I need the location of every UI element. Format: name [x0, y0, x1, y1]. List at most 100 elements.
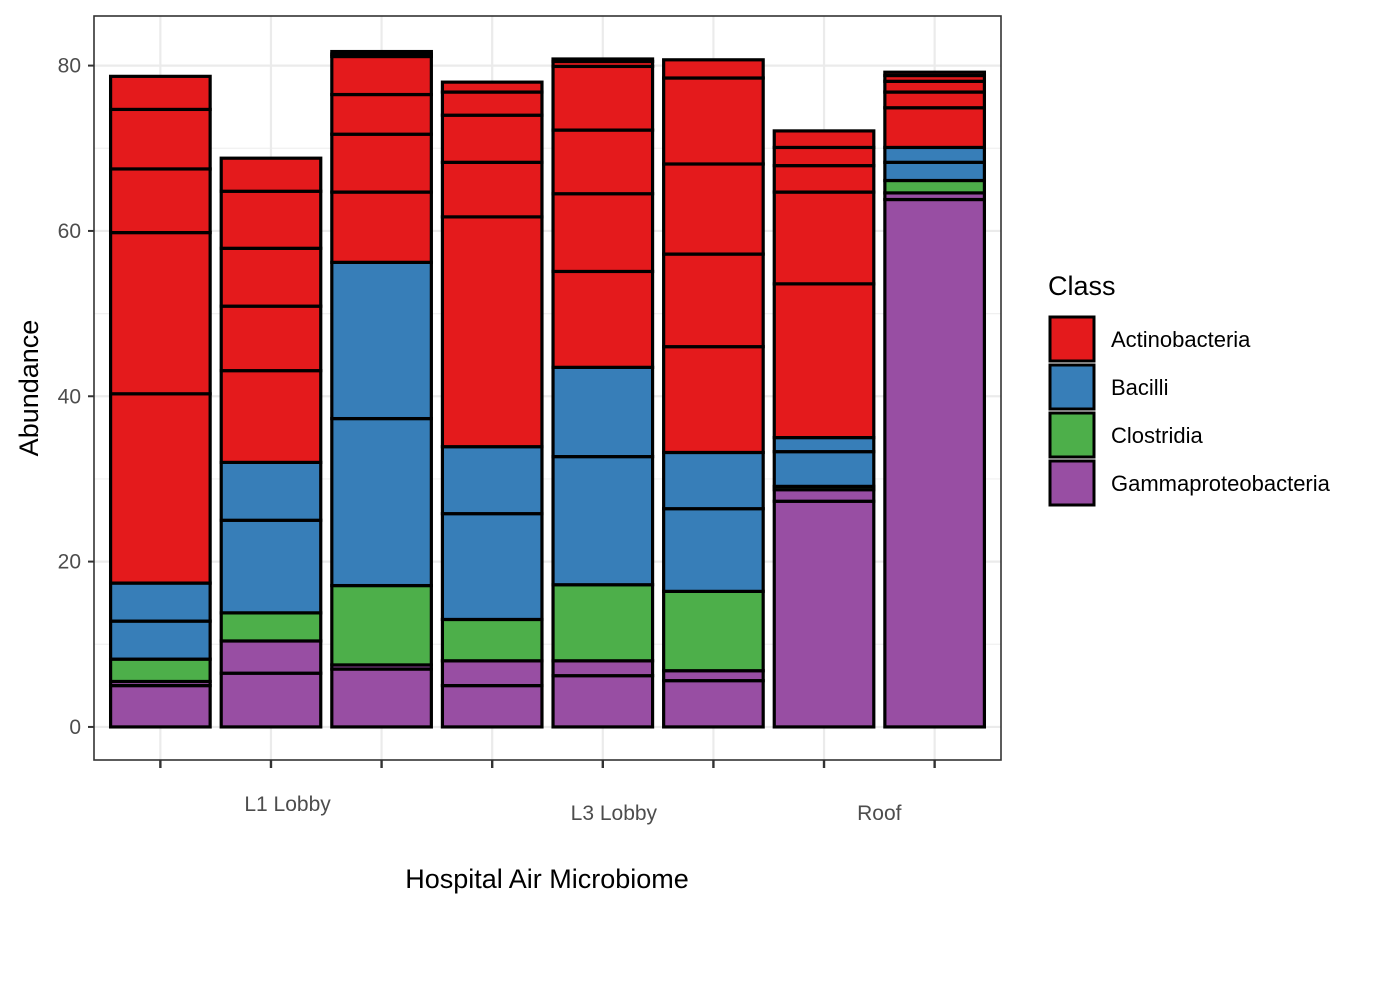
bar-segment [108, 619, 212, 661]
bar-segment [883, 90, 987, 110]
bar-segment [662, 345, 765, 455]
x-tick-label: L1 Lobby [244, 793, 331, 816]
bar-segment [662, 162, 765, 256]
bar-segment [551, 269, 655, 369]
bar-segment [551, 128, 655, 196]
bar-segment [108, 683, 212, 729]
bar-segment [551, 365, 655, 459]
bar-segment [440, 617, 544, 663]
legend: Class Actinobacteria Bacilli Clostridia Gam… [1048, 271, 1331, 507]
bar-segment [883, 178, 987, 195]
bar-segment [330, 92, 433, 136]
legend-label: Gammaproteobacteria [1111, 471, 1331, 496]
bar-segment [551, 57, 655, 64]
axis-layer: 0 20 40 60 80 L1 Lobby L3 Lobby Roof [58, 55, 936, 825]
legend-label: Clostridia [1111, 423, 1203, 448]
bar-segment [330, 49, 433, 56]
bar-segment [219, 304, 323, 373]
bar-segment [108, 392, 212, 585]
bar-segment [330, 583, 433, 667]
x-axis-title: Hospital Air Microbiome [405, 864, 689, 894]
bar-segment [440, 160, 544, 219]
bar-segment [662, 589, 765, 673]
bar-segment [772, 499, 876, 729]
bar-segment [883, 106, 987, 150]
bar-segment [772, 488, 876, 503]
bar-segment [883, 79, 987, 94]
bar-segment [772, 436, 876, 454]
legend-swatch [1048, 411, 1096, 459]
bar-segment [219, 460, 323, 522]
bar-segment [219, 671, 323, 729]
bar-segment [662, 507, 765, 593]
bar-segment [772, 129, 876, 150]
bar-segment [662, 679, 765, 729]
bar-segment [440, 445, 544, 516]
y-tick-label: 0 [69, 716, 81, 739]
bar-segment [108, 230, 212, 396]
y-tick-label: 80 [58, 55, 81, 78]
bar-segment [772, 190, 876, 286]
bar-segment [219, 639, 323, 675]
x-tick-label: L3 Lobby [571, 802, 658, 825]
bar-segment [772, 450, 876, 488]
legend-swatch [1048, 363, 1096, 411]
bar-segment [219, 518, 323, 615]
bar-segment [440, 113, 544, 164]
bar-segment [108, 167, 212, 235]
bar-segment [551, 455, 655, 587]
bar-segment [551, 192, 655, 274]
bar-segment [551, 674, 655, 729]
y-axis-title: Abundance [14, 320, 44, 457]
bar-segment [330, 132, 433, 194]
bar-segment [772, 145, 876, 168]
bar-segment [440, 683, 544, 729]
bar-segment [330, 54, 433, 97]
legend-entries: Actinobacteria Bacilli Clostridia Gammaprot… [1048, 315, 1331, 507]
legend-label: Bacilli [1111, 375, 1168, 400]
bar-segment [108, 74, 212, 112]
bar-segment [108, 107, 212, 171]
bar-segment [440, 659, 544, 688]
bar-segment [330, 416, 433, 588]
bar-segment [330, 260, 433, 421]
bar-segment [219, 369, 323, 465]
bar-segment [219, 611, 323, 643]
legend-swatch [1048, 315, 1096, 363]
bar-segment [883, 197, 987, 729]
bar-layer [108, 49, 987, 729]
bar-segment [883, 160, 987, 183]
bar-segment [551, 583, 655, 663]
bar-segment [772, 164, 876, 194]
bar-segment [219, 189, 323, 250]
bar-segment [883, 145, 987, 164]
bar-segment [662, 252, 765, 349]
bar-segment [662, 450, 765, 511]
panel-border [93, 15, 1002, 761]
legend-swatch [1048, 459, 1096, 507]
y-tick-label: 20 [58, 551, 81, 574]
y-tick-label: 60 [58, 220, 81, 243]
bar-segment [219, 156, 323, 193]
bar-segment [108, 657, 212, 684]
bar-segment [883, 70, 987, 78]
bar-segment [440, 80, 544, 94]
bar-segment [440, 512, 544, 622]
bar-segment [440, 90, 544, 117]
legend-label: Actinobacteria [1111, 327, 1251, 352]
bar-segment [551, 659, 655, 678]
bar-segment [330, 667, 433, 729]
bar-segment [662, 58, 765, 80]
bar-segment [662, 76, 765, 166]
legend-title: Class [1048, 271, 1116, 301]
x-tick-label: Roof [857, 802, 902, 825]
bar-segment [551, 64, 655, 132]
bar-segment [440, 215, 544, 449]
bar-segment [219, 246, 323, 308]
bar-segment [330, 190, 433, 264]
bar-segment [108, 581, 212, 623]
bar-segment [772, 282, 876, 440]
y-tick-label: 40 [58, 385, 81, 408]
